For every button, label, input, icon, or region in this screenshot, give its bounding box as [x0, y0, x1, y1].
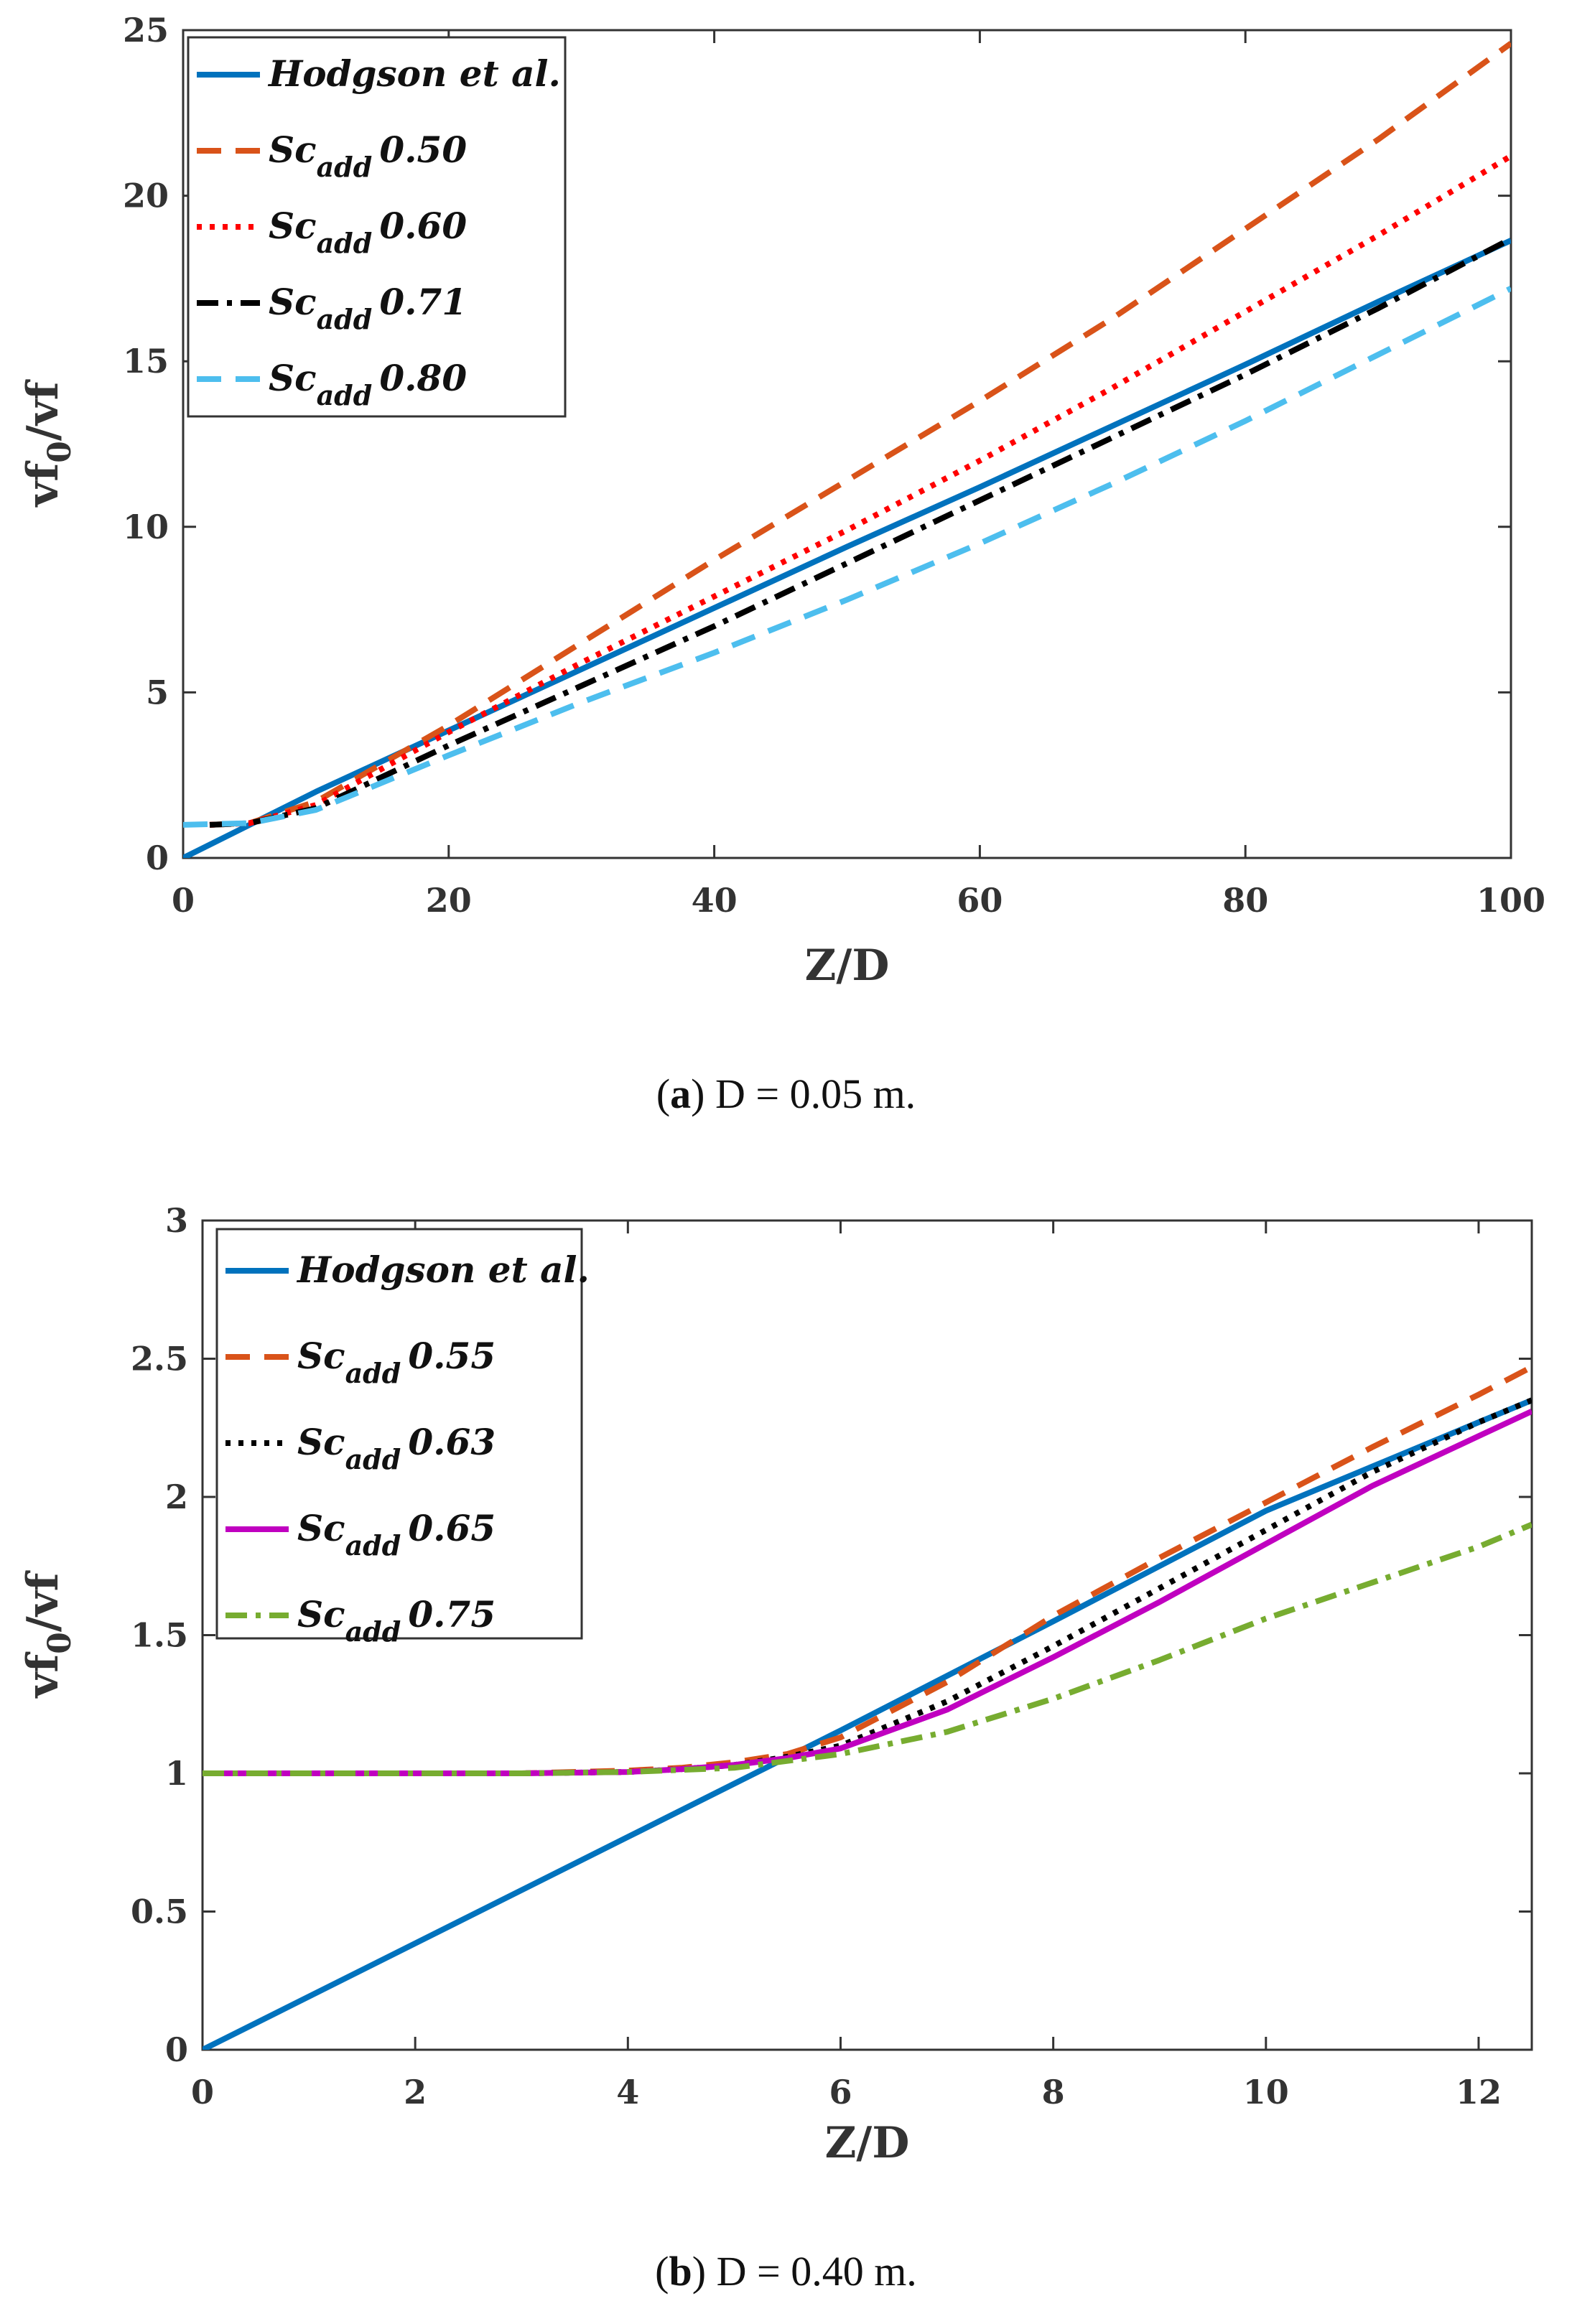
- series-line-0: [203, 1397, 1532, 2050]
- legend-entry-1: Scadd 0.55: [297, 1335, 496, 1389]
- series-group: [183, 41, 1511, 858]
- legend: Hodgson et al. Scadd 0.55 Scadd 0.63 Scadd 0.6…: [215, 1228, 590, 1648]
- series-line-4: [183, 286, 1511, 828]
- y-tick-label: 5: [146, 673, 169, 711]
- x-tick-label: 8: [1042, 2073, 1065, 2111]
- caption-b-text: D = 0.40 m.: [716, 2248, 917, 2295]
- legend: Hodgson et al. Scadd 0.50 Scadd 0.60 Scadd 0.7…: [187, 36, 567, 418]
- x-tick-label: 40: [692, 881, 738, 920]
- legend-entry-3: Scadd 0.65: [297, 1507, 496, 1562]
- y-tick-label: 2: [165, 1478, 188, 1516]
- caption-a-text: D = 0.05 m.: [715, 1070, 916, 1117]
- y-tick-label: 2.5: [131, 1340, 188, 1378]
- y-tick-label: 25: [123, 11, 169, 50]
- chart-a: 0 20 40 60 80 100 0 5 10 15 20 25 Z/D vf0/vf Hodgson e…: [18, 11, 1545, 991]
- y-tick-label: 0: [146, 839, 169, 877]
- legend-entry-0: Hodgson et al.: [296, 1249, 590, 1291]
- x-tick-label: 0: [172, 881, 195, 920]
- y-axis-label: vf0/vf: [18, 378, 78, 508]
- series-line-3: [203, 1409, 1532, 1776]
- legend-entry-2: Scadd 0.63: [297, 1421, 496, 1475]
- legend-entry-1: Scadd 0.50: [269, 129, 467, 183]
- chart-b: 0 2 4 6 8 10 12 0 0.5 1 1.5 2 2.5 3 Z/D vf0/vf Hodgson e…: [18, 1201, 1533, 2168]
- legend-entry-4: Scadd 0.80: [269, 357, 467, 411]
- y-tick-label: 3: [165, 1201, 188, 1240]
- x-tick-label: 100: [1476, 881, 1545, 920]
- y-tick-label: 10: [123, 508, 169, 546]
- legend-entry-3: Scadd 0.71: [269, 281, 467, 335]
- y-axis-label: vf0/vf: [18, 1569, 78, 1699]
- x-tick-label: 10: [1243, 2073, 1289, 2111]
- legend-entry-2: Scadd 0.60: [269, 205, 467, 259]
- x-tick-label: 6: [829, 2073, 852, 2111]
- x-tick-label: 12: [1456, 2073, 1502, 2111]
- x-tick-label: 80: [1222, 881, 1268, 920]
- x-tick-label: 2: [404, 2073, 427, 2111]
- caption-a: (a) D = 0.05 m.: [656, 1070, 916, 1117]
- y-tick-label: 20: [123, 177, 169, 215]
- series-group: [203, 1364, 1532, 2050]
- x-axis-label: Z/D: [805, 941, 890, 991]
- x-axis-label: Z/D: [825, 2118, 910, 2168]
- y-tick-label: 1: [165, 1754, 188, 1793]
- y-tick-label: 0: [165, 2030, 188, 2069]
- caption-b-letter: b: [669, 2248, 692, 2295]
- y-tick-label: 0.5: [131, 1893, 188, 1931]
- x-tick-label: 4: [616, 2073, 639, 2111]
- legend-entry-4: Scadd 0.75: [297, 1593, 496, 1648]
- x-tick-label: 60: [957, 881, 1003, 920]
- y-tick-label: 1.5: [131, 1616, 188, 1655]
- caption-b: (b) D = 0.40 m.: [655, 2248, 917, 2295]
- legend-box: [215, 1228, 583, 1640]
- series-line-1: [209, 41, 1511, 828]
- x-tick-label: 0: [191, 2073, 214, 2111]
- series-line-2: [203, 1397, 1532, 1776]
- x-tick-label: 20: [426, 881, 472, 920]
- legend-entry-0: Hodgson et al.: [267, 52, 561, 95]
- series-line-4: [203, 1521, 1532, 1776]
- y-tick-label: 15: [123, 342, 169, 381]
- caption-a-letter: a: [670, 1070, 692, 1117]
